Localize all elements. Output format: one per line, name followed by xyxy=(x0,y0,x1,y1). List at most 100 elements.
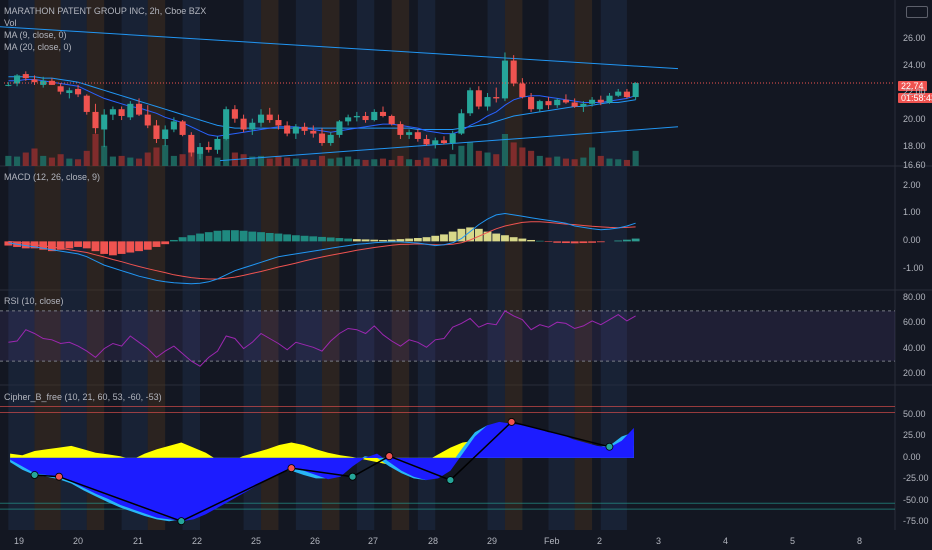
macd-hist-bar xyxy=(108,241,117,256)
candle-body xyxy=(92,111,99,129)
volume-bar xyxy=(92,134,99,166)
volume-bar xyxy=(589,147,596,166)
volume-bar xyxy=(362,159,369,166)
macd-hist-bar xyxy=(318,236,326,242)
macd-hist-bar xyxy=(562,241,570,244)
volume-bar xyxy=(240,154,247,166)
volume-bar xyxy=(336,157,343,166)
macd-hist-bar xyxy=(361,239,370,242)
volume-bar xyxy=(31,148,38,166)
candle-body xyxy=(75,88,82,95)
candle-body xyxy=(22,74,29,79)
macd-hist-bar xyxy=(169,239,178,242)
macd-hist-bar xyxy=(161,241,170,245)
volume-bar xyxy=(162,145,169,166)
candle-body xyxy=(623,91,630,98)
price-tick-label: 24.00 xyxy=(903,59,926,70)
candle-body xyxy=(127,103,134,118)
candle-body xyxy=(205,147,212,150)
candle-body xyxy=(440,140,448,144)
rsi-band xyxy=(0,310,895,362)
candle-body xyxy=(562,99,569,103)
volume-bar xyxy=(153,147,160,166)
macd-hist-bar xyxy=(309,236,318,242)
countdown-tag: 01:58:43 xyxy=(898,93,932,103)
macd-hist-bar xyxy=(448,231,457,242)
candle-body xyxy=(458,113,465,134)
candle-body xyxy=(406,132,413,135)
candle-body xyxy=(135,103,143,115)
volume-bar xyxy=(83,150,90,166)
last-price-tag: 22.74 xyxy=(898,81,927,91)
candle-body xyxy=(379,111,387,116)
cipher-pane-title: Cipher_B_free (10, 21, 60, 53, -60, -53) xyxy=(4,392,162,402)
resistance-trendline xyxy=(0,26,679,70)
candle-body xyxy=(223,109,230,139)
volume-bar xyxy=(536,155,543,166)
volume-bar xyxy=(623,159,630,166)
candle-body xyxy=(536,101,543,110)
macd-signal-line xyxy=(8,221,636,280)
minimize-icon[interactable] xyxy=(906,6,928,18)
volume-bar xyxy=(301,159,308,166)
candle-body xyxy=(31,79,38,83)
macd-hist-bar xyxy=(553,241,562,243)
cipher-cross-dot xyxy=(446,476,455,485)
volume-bar xyxy=(423,157,430,166)
candle-body xyxy=(501,60,509,99)
cipher-tick-label: 0.00 xyxy=(903,451,921,462)
session-band xyxy=(295,0,322,530)
candle-body xyxy=(414,132,421,139)
candle-body xyxy=(432,140,439,145)
volume-bar xyxy=(458,145,465,166)
candle-body xyxy=(449,133,456,144)
volume-bar xyxy=(406,159,413,166)
candle-body xyxy=(188,134,195,153)
volume-bar xyxy=(353,159,360,166)
macd-hist-bar xyxy=(56,241,65,250)
volume-bar xyxy=(345,156,352,166)
volume-bar xyxy=(257,155,265,166)
macd-hist-bar xyxy=(492,233,501,242)
macd-hist-bar xyxy=(283,234,292,242)
candle-body xyxy=(301,126,308,131)
candle-body xyxy=(597,99,604,103)
cipher-tick-label: 25.00 xyxy=(903,430,926,441)
candle-body xyxy=(109,109,116,115)
volume-bar xyxy=(440,159,448,166)
volume-bar xyxy=(414,159,421,166)
volume-bar xyxy=(223,139,230,166)
volume-bar xyxy=(284,157,291,166)
price-tick-label: 20.00 xyxy=(903,114,926,125)
volume-bar xyxy=(327,158,334,166)
macd-hist-bar xyxy=(274,233,283,242)
candle-body xyxy=(66,90,73,93)
candle-body xyxy=(266,114,273,121)
candle-body xyxy=(83,95,90,112)
macd-hist-bar xyxy=(291,235,300,242)
macd-hist-bar xyxy=(387,239,396,242)
macd-hist-bar xyxy=(143,241,152,250)
macd-hist-bar xyxy=(588,241,597,243)
macd-tick-label: 1.00 xyxy=(903,207,921,218)
volume-bar xyxy=(101,145,108,166)
session-band-alt xyxy=(391,0,410,530)
time-tick-label: Feb xyxy=(544,536,560,546)
macd-hist-bar xyxy=(4,241,13,246)
candle-body xyxy=(371,111,378,121)
time-tick-label: 19 xyxy=(14,536,25,546)
candle-body xyxy=(510,60,517,84)
volume-bar xyxy=(379,158,387,166)
session-band xyxy=(487,0,505,530)
time-tick-label: 5 xyxy=(790,536,796,546)
cipher-cross-dot xyxy=(287,464,296,473)
candle-body xyxy=(48,80,55,85)
cipher-cross-dot xyxy=(177,517,186,526)
macd-hist-bar xyxy=(501,235,509,242)
session-band-alt xyxy=(86,0,105,530)
volume-bar xyxy=(57,154,64,166)
time-tick-label: 21 xyxy=(133,536,144,546)
macd-hist-bar xyxy=(326,237,335,242)
candle-body xyxy=(144,114,151,126)
session-band xyxy=(417,0,436,530)
